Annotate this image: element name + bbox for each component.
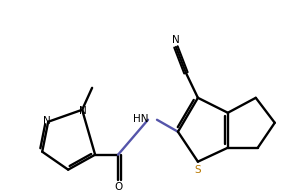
Text: O: O xyxy=(114,182,122,192)
Text: S: S xyxy=(195,165,201,175)
Text: N: N xyxy=(43,116,51,126)
Text: N: N xyxy=(172,35,180,45)
Text: HN: HN xyxy=(133,114,149,124)
Text: N: N xyxy=(79,106,87,116)
